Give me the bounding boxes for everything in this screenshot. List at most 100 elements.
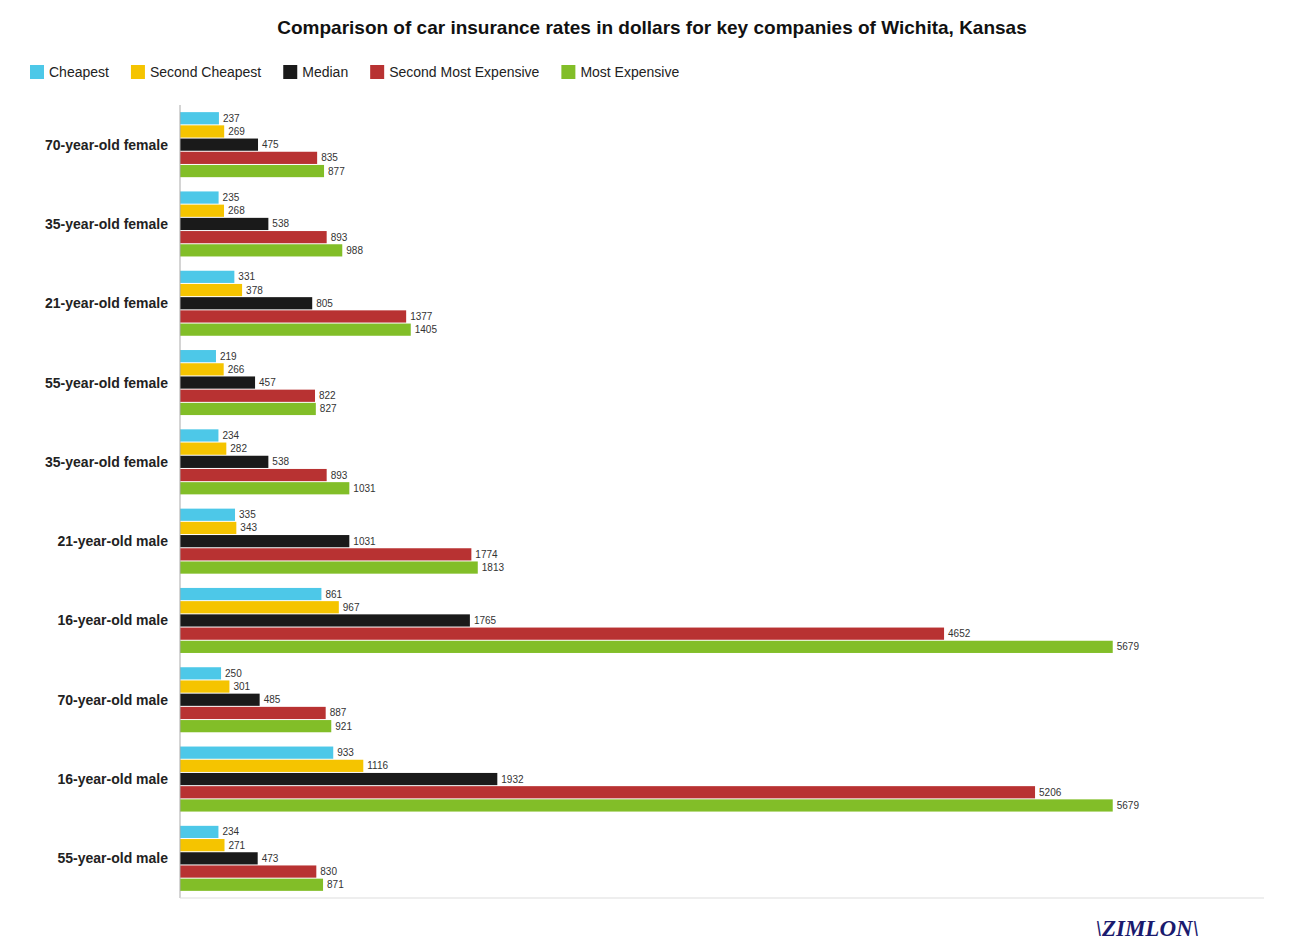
legend-swatch (370, 65, 384, 79)
legend-label: Median (302, 64, 348, 80)
legend-swatch (30, 65, 44, 79)
data-label: 988 (346, 245, 363, 256)
bar (180, 601, 339, 613)
bar (180, 112, 219, 124)
bar (180, 429, 218, 441)
data-label: 301 (233, 681, 250, 692)
data-label: 822 (319, 390, 336, 401)
data-label: 485 (264, 694, 281, 705)
bar (180, 839, 225, 851)
data-label: 5679 (1117, 641, 1140, 652)
data-label: 1813 (482, 562, 505, 573)
data-label: 1774 (475, 549, 498, 560)
bar (180, 284, 242, 296)
data-label: 378 (246, 285, 263, 296)
bar (180, 667, 221, 679)
bar (180, 879, 323, 891)
bar (180, 205, 224, 217)
data-label: 1031 (353, 536, 376, 547)
bar (180, 548, 471, 560)
data-label: 266 (228, 364, 245, 375)
data-label: 234 (222, 826, 239, 837)
data-label: 271 (229, 840, 246, 851)
bar (180, 125, 224, 137)
bar (180, 271, 234, 283)
data-label: 4652 (948, 628, 971, 639)
legend: Cheapest Second Cheapest Median Second Most… (30, 64, 679, 80)
bar (180, 522, 236, 534)
data-label: 1116 (367, 760, 388, 771)
data-label: 331 (238, 271, 255, 282)
legend-label: Cheapest (49, 64, 109, 80)
bar (180, 588, 321, 600)
data-label: 282 (230, 443, 247, 454)
legend-label: Second Cheapest (150, 64, 261, 80)
legend-label: Second Most Expensive (389, 64, 539, 80)
bar (180, 786, 1035, 798)
bar (180, 799, 1113, 811)
data-label: 473 (262, 853, 279, 864)
axis-line (180, 105, 181, 898)
bar (180, 852, 258, 864)
data-label: 1765 (474, 615, 497, 626)
data-label: 5679 (1117, 800, 1140, 811)
watermark: \ZIMLON\ (1096, 916, 1200, 941)
bar (180, 561, 478, 573)
bar (180, 443, 226, 455)
data-label: 235 (223, 192, 240, 203)
bar (180, 865, 316, 877)
data-label: 887 (330, 707, 347, 718)
data-label: 1031 (353, 483, 376, 494)
category-label: 16-year-old male (58, 771, 169, 787)
category-label: 35-year-old female (45, 454, 168, 470)
category-label: 55-year-old female (45, 375, 168, 391)
data-label: 861 (325, 589, 342, 600)
data-label: 250 (225, 668, 242, 679)
data-label: 827 (320, 403, 337, 414)
data-label: 830 (320, 866, 337, 877)
bar (180, 403, 316, 415)
data-label: 335 (239, 509, 256, 520)
bar (180, 152, 317, 164)
data-label: 237 (223, 113, 240, 124)
legend-swatch (131, 65, 145, 79)
category-label: 70-year-old male (58, 692, 169, 708)
data-label: 343 (240, 522, 257, 533)
bar (180, 469, 327, 481)
bar (180, 310, 406, 322)
bar (180, 694, 260, 706)
data-label: 219 (220, 351, 237, 362)
bars (180, 112, 1113, 891)
background (0, 0, 1304, 948)
data-label: 967 (343, 602, 360, 613)
title: Comparison of car insurance rates in dol… (277, 17, 1027, 38)
data-label: 893 (331, 470, 348, 481)
bar (180, 350, 216, 362)
data-label: 234 (222, 430, 239, 441)
bar (180, 324, 411, 336)
category-label: 21-year-old male (58, 533, 169, 549)
bar (180, 680, 229, 692)
bar (180, 773, 497, 785)
category-label: 35-year-old female (45, 216, 168, 232)
data-labels: 2372694758358772352685388939883313788051… (220, 113, 1139, 891)
bar (180, 614, 470, 626)
category-label: 55-year-old male (58, 850, 169, 866)
data-label: 538 (272, 456, 289, 467)
bar (180, 244, 342, 256)
category-label: 21-year-old female (45, 295, 168, 311)
data-label: 1405 (415, 324, 438, 335)
bar (180, 641, 1113, 653)
x-axis-line (180, 898, 1264, 899)
bar (180, 376, 255, 388)
data-label: 268 (228, 205, 245, 216)
bar (180, 191, 219, 203)
bar (180, 707, 326, 719)
bar (180, 231, 327, 243)
bar (180, 165, 324, 177)
category-label: 16-year-old male (58, 612, 169, 628)
bar (180, 535, 349, 547)
data-label: 835 (321, 152, 338, 163)
data-label: 1377 (410, 311, 433, 322)
bar (180, 218, 268, 230)
